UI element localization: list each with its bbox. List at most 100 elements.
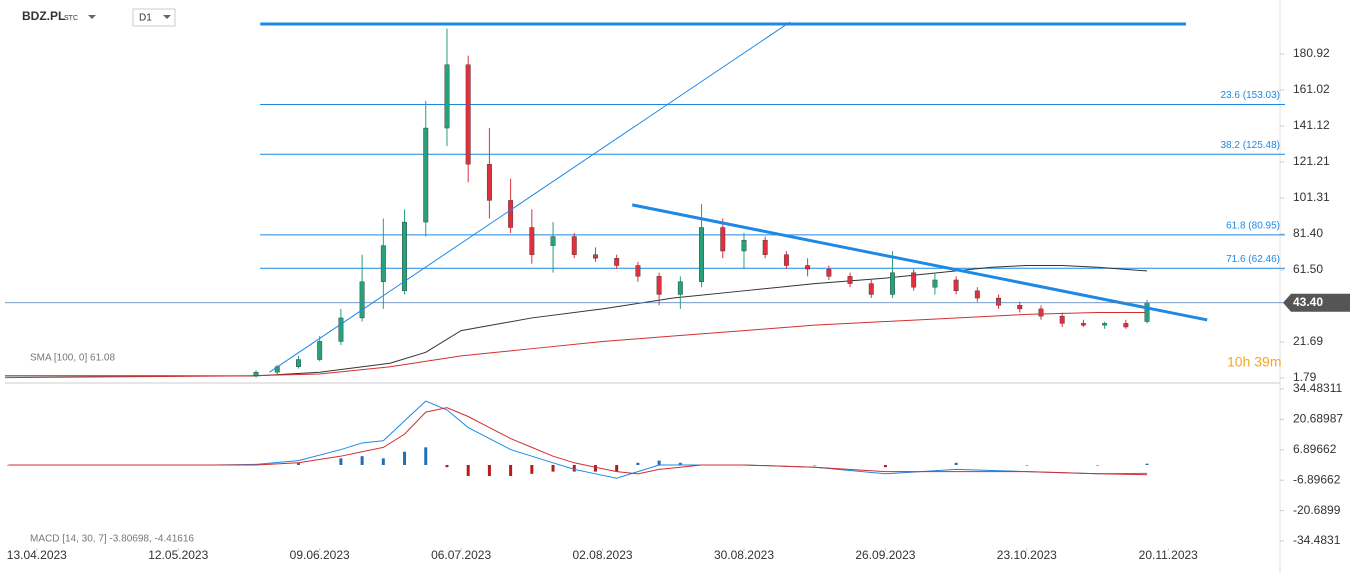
candle-body: [911, 272, 917, 288]
candle-body: [1080, 323, 1086, 326]
candle-body: [465, 64, 471, 165]
y-tick-label: 180.92: [1293, 46, 1330, 60]
fib-label: 71.6 (62.46): [1226, 254, 1280, 265]
histogram-bar: [1145, 463, 1149, 465]
trendline: [269, 21, 791, 373]
x-tick-label: 12.05.2023: [148, 548, 208, 562]
exchange: STC: [64, 15, 78, 22]
y-tick-label: 121.21: [1293, 154, 1330, 168]
histogram-bar: [572, 464, 576, 472]
candle-body: [656, 276, 662, 295]
y-tick-label: 6.89662: [1293, 442, 1337, 456]
sma-line: [5, 264, 1148, 377]
x-tick-label: 09.06.2023: [290, 548, 350, 562]
histogram-bar: [883, 464, 887, 468]
candle-body: [890, 272, 895, 295]
histogram-bar: [509, 464, 513, 477]
sma-line: [4, 312, 1148, 379]
histogram-bar: [593, 464, 597, 472]
candle-body: [550, 236, 556, 246]
candle-body: [571, 236, 577, 255]
symbol-dropdown[interactable]: [88, 15, 96, 19]
candle-body: [486, 164, 492, 201]
y-tick-label: 141.12: [1293, 118, 1330, 132]
histogram-bar: [678, 462, 682, 465]
histogram-bar: [424, 447, 428, 465]
candle-body: [444, 64, 450, 129]
interval: D1: [139, 13, 152, 24]
candle-body: [380, 245, 386, 282]
candle-body: [805, 265, 811, 270]
candle-body: [529, 227, 535, 255]
candle-body: [317, 341, 323, 360]
symbol[interactable]: BDZ.PL: [22, 9, 65, 23]
candle-body: [1017, 305, 1023, 310]
histogram-bar: [381, 458, 385, 465]
y-tick-label: 61.50: [1293, 262, 1323, 276]
x-tick-label: 20.11.2023: [1139, 548, 1198, 562]
y-tick-label: 1.79: [1293, 370, 1317, 384]
histogram-bar: [954, 462, 958, 465]
last-price-box: [1283, 293, 1350, 312]
y-tick-label: -6.89662: [1293, 472, 1341, 486]
y-tick-label: -20.6899: [1293, 503, 1341, 517]
last-price-label: 43.40: [1293, 295, 1323, 309]
histogram-bar: [636, 462, 640, 465]
candle-body: [720, 227, 726, 252]
x-tick-label: 06.07.2023: [431, 548, 491, 562]
candle-body: [677, 281, 683, 295]
candle-body: [296, 359, 301, 367]
candle-body: [402, 221, 407, 292]
y-tick-label: 21.69: [1293, 334, 1323, 348]
x-tick-label: 02.08.2023: [573, 548, 633, 562]
y-tick-label: 34.48311: [1293, 381, 1342, 395]
candle-body: [762, 239, 768, 255]
histogram-bar: [1096, 464, 1100, 466]
candle-body: [1059, 315, 1065, 324]
candle-body: [868, 283, 874, 295]
fib-label: 38.2 (125.48): [1221, 140, 1281, 151]
candle-body: [741, 239, 747, 252]
macd-line: [8, 407, 1148, 476]
trendline: [631, 203, 1208, 322]
timer: 10h 39m: [1227, 354, 1281, 370]
histogram-bar: [403, 451, 407, 465]
candle-body: [1144, 302, 1150, 322]
candle-body: [614, 258, 620, 266]
sma-legend: SMA [100, 0] 61.08: [30, 353, 115, 364]
candle-body: [253, 371, 259, 377]
histogram-bar: [339, 458, 343, 465]
candle-body: [359, 281, 365, 319]
histogram-bar: [530, 464, 534, 474]
candle-body: [826, 268, 832, 277]
histogram-bar: [813, 464, 817, 466]
candle-body: [847, 276, 853, 284]
histogram-bar: [487, 464, 491, 477]
macd-legend: MACD [14, 30, 7] -3.80698, -4.41616: [30, 534, 194, 545]
interval-dropdown: [163, 15, 171, 19]
candle-body: [932, 279, 938, 288]
histogram-bar: [615, 464, 619, 472]
candle-body: [996, 297, 1002, 306]
histogram-bar: [551, 464, 555, 472]
candle-body: [338, 317, 344, 342]
candle-body: [1123, 323, 1129, 328]
x-tick-label: 26.09.2023: [855, 548, 915, 562]
histogram-bar: [657, 460, 661, 465]
price-pane: 1.79 21.69 61.50 81.40 101.31 121.21 141.12 161…: [4, 21, 1350, 562]
candle-body: [953, 279, 959, 292]
histogram-bar: [1025, 464, 1029, 466]
histogram-bar: [466, 464, 470, 477]
candle-body: [783, 254, 789, 266]
histogram-bar: [360, 456, 364, 465]
fib-label: 61.8 (80.95): [1226, 220, 1280, 231]
y-tick-label: 101.31: [1293, 190, 1330, 204]
candle-body: [423, 127, 429, 223]
candle-body: [699, 227, 704, 282]
interval-select[interactable]: [132, 8, 176, 27]
candle-body: [1102, 323, 1108, 326]
macd-pane: 34.48311 20.68987 6.89662 -6.89662 -20.6899 -…: [7, 381, 1343, 547]
candle-body: [635, 265, 641, 277]
